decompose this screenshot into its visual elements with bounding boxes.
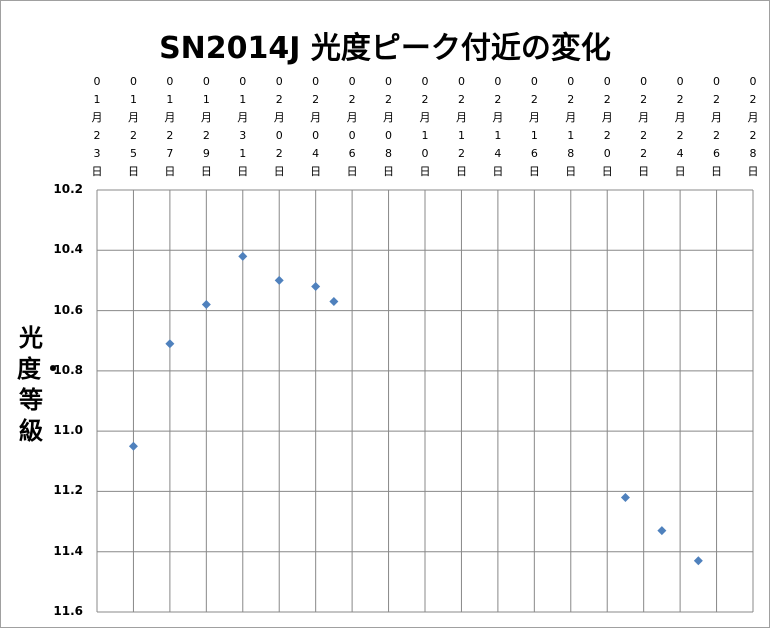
y-tick-label: 10.4	[53, 242, 83, 257]
x-tick-label: 02月24日	[674, 75, 686, 178]
y-tick-label: 10.8	[53, 362, 83, 377]
y-tick-label: 10.2	[53, 182, 83, 196]
x-tick-label: 02月02日	[273, 75, 285, 178]
x-tick-label: 01月29日	[200, 75, 212, 178]
y-tick-label: 11.6	[53, 604, 83, 618]
marker	[311, 281, 321, 291]
x-tick-label: 02月22日	[638, 75, 650, 178]
x-tick-label: 02月12日	[455, 75, 467, 178]
marker	[128, 441, 138, 451]
x-tick-label: 02月20日	[601, 75, 613, 178]
marker	[657, 526, 667, 536]
chart-title: SN2014J 光度ピーク付近の変化	[159, 31, 611, 66]
x-tick-label: 02月26日	[711, 75, 723, 178]
x-tick-label: 02月08日	[383, 75, 395, 178]
marker	[201, 300, 211, 310]
x-tick-label: 02月06日	[346, 75, 358, 178]
x-tick-label: 02月16日	[528, 75, 540, 178]
y-tick-label: 11.4	[53, 543, 83, 558]
x-tick-label: 01月23日	[91, 75, 103, 178]
marker	[238, 251, 248, 261]
x-tick-label: 02月10日	[419, 75, 431, 178]
y-tick-label: 11.0	[53, 423, 83, 438]
y-tick-label: 11.2	[53, 483, 83, 498]
x-tick-label: 01月31日	[237, 75, 249, 178]
x-tick-label: 02月18日	[565, 75, 577, 178]
x-tick-label: 02月14日	[492, 75, 504, 178]
marker	[620, 492, 630, 502]
marker	[693, 556, 703, 566]
marker	[165, 339, 175, 349]
y-tick-label: 10.6	[53, 302, 83, 317]
x-tick-label: 01月27日	[164, 75, 176, 178]
marker	[274, 275, 284, 285]
x-tick-label: 02月04日	[310, 75, 322, 178]
x-tick-label: 01月25日	[127, 75, 139, 178]
x-tick-label: 02月28日	[747, 75, 759, 178]
marker	[329, 297, 339, 307]
